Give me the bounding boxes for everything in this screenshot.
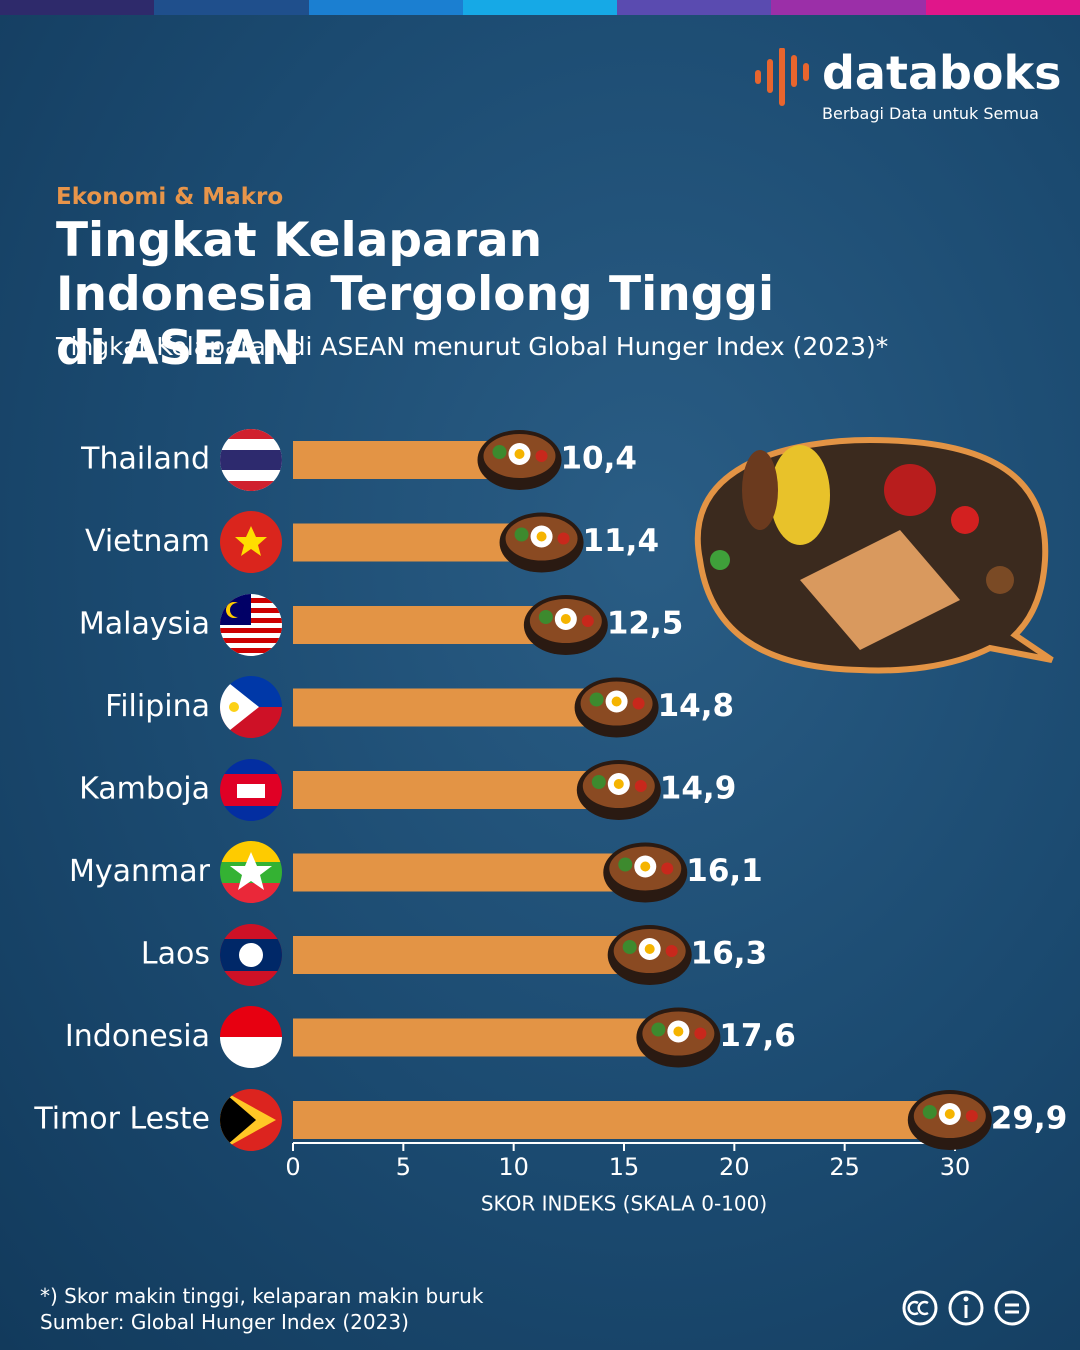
greens [538, 610, 553, 624]
value-label: 11,4 [583, 523, 660, 559]
chart-subtitle: Tingkat Kelaparan di ASEAN menurut Globa… [56, 332, 889, 361]
yolk [944, 1109, 955, 1119]
bar [293, 688, 620, 727]
value-label: 14,8 [658, 688, 735, 724]
bar [293, 936, 653, 974]
bowl-icon [607, 925, 692, 985]
brand-tagline: Berbagi Data untuk Semua [822, 104, 1039, 123]
x-tick-label: 5 [396, 1153, 411, 1181]
chili [557, 532, 570, 545]
greens [492, 445, 507, 459]
bowl-icon [603, 842, 688, 903]
chili [535, 450, 548, 462]
chili [581, 615, 594, 627]
x-tick-label: 25 [829, 1153, 860, 1181]
greens [514, 527, 529, 542]
chili [661, 862, 674, 875]
chili [694, 1027, 707, 1040]
bar [293, 771, 622, 809]
chili [965, 1110, 978, 1122]
x-tick-label: 10 [498, 1153, 529, 1181]
chili [665, 945, 678, 957]
category-label: Filipina [105, 689, 210, 724]
bar [293, 1101, 953, 1139]
yolk [613, 779, 624, 789]
category-tag: Ekonomi & Makro [56, 184, 284, 210]
greens [591, 775, 606, 789]
category-label: Laos [141, 937, 210, 972]
bar [293, 1018, 682, 1057]
category-label: Timor Leste [33, 1102, 210, 1137]
yolk [611, 696, 622, 707]
yolk [673, 1026, 684, 1037]
value-label: 16,1 [686, 853, 763, 889]
value-label: 10,4 [560, 441, 637, 477]
chart-title: Tingkat Kelaparan Indonesia Tergolong Ti… [56, 213, 775, 376]
x-tick-label: 20 [719, 1153, 750, 1181]
brand-logo-icon [755, 48, 809, 106]
value-label: 16,3 [691, 936, 768, 972]
category-label: Indonesia [65, 1019, 210, 1054]
value-label: 14,9 [660, 771, 737, 807]
chili [632, 697, 645, 710]
bar [293, 853, 649, 892]
value-label: 17,6 [719, 1018, 796, 1054]
value-label: 29,9 [991, 1101, 1068, 1137]
greens [922, 1105, 937, 1119]
category-label: Thailand [80, 442, 210, 477]
bowl-icon [574, 677, 659, 738]
bowl-icon [576, 760, 661, 820]
chili [634, 780, 647, 792]
greens [589, 692, 604, 707]
color-strip [0, 0, 1080, 15]
category-label: Myanmar [69, 854, 211, 889]
category-label: Kamboja [79, 772, 210, 807]
flags [220, 429, 282, 1151]
x-tick-label: 30 [940, 1153, 971, 1181]
yolk [560, 614, 571, 624]
bowl-icon [636, 1007, 721, 1068]
greens [618, 857, 633, 872]
license-icons [902, 1290, 1030, 1326]
x-axis-label: SKOR INDEKS (SKALA 0-100) [481, 1192, 767, 1216]
yolk [514, 449, 525, 459]
category-label: Malaysia [79, 607, 210, 642]
bowl-icon [523, 595, 608, 655]
bowl-icon [477, 430, 562, 490]
footnote: *) Skor makin tinggi, kelaparan makin bu… [40, 1284, 484, 1308]
x-tick-label: 15 [609, 1153, 640, 1181]
source: Sumber: Global Hunger Index (2023) [40, 1310, 409, 1334]
greens [622, 940, 637, 954]
yolk [644, 944, 655, 954]
bowl-icon [499, 512, 584, 573]
food-illustration [694, 436, 1054, 674]
yolk [536, 531, 547, 542]
x-tick-label: 0 [285, 1153, 300, 1181]
yolk [640, 861, 651, 872]
brand-name: databoks [822, 46, 1062, 100]
bar [293, 606, 569, 644]
category-label: Vietnam [85, 524, 210, 559]
bowl-icon [907, 1090, 992, 1150]
value-label: 12,5 [607, 606, 684, 642]
greens [651, 1022, 666, 1037]
